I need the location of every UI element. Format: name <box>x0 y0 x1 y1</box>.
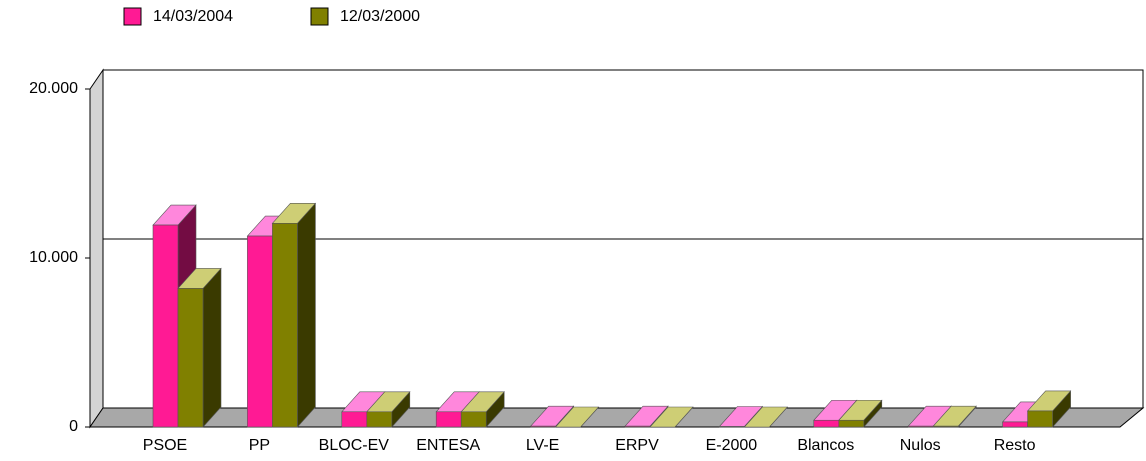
x-tick-label: Nulos <box>900 437 941 454</box>
bar <box>341 411 368 428</box>
bar <box>530 425 556 428</box>
bar <box>1027 410 1053 428</box>
bar <box>907 425 934 428</box>
bar <box>719 426 745 428</box>
legend-swatch <box>123 7 142 26</box>
x-tick-label: E-2000 <box>706 437 758 454</box>
legend-label: 12/03/2000 <box>340 8 420 25</box>
y-tick-label: 20.000 <box>29 80 78 97</box>
left-wall <box>89 68 104 429</box>
bar <box>460 411 487 428</box>
x-tick-label: PP <box>249 437 270 454</box>
bar <box>272 223 298 428</box>
x-tick-label: ENTESA <box>416 437 480 454</box>
x-tick-label: PSOE <box>143 437 187 454</box>
x-tick-label: LV-E <box>526 437 560 454</box>
legend-label: 14/03/2004 <box>153 8 233 25</box>
y-tick-label: 0 <box>69 418 78 435</box>
x-tick-label: ERPV <box>615 437 659 454</box>
bar <box>813 419 840 428</box>
y-tick-label: 10.000 <box>29 249 78 266</box>
bar <box>932 425 959 428</box>
x-tick-label: Resto <box>994 437 1036 454</box>
bar <box>177 288 204 428</box>
bar <box>1002 421 1028 428</box>
legend-swatch <box>310 7 329 26</box>
x-tick-label: Blancos <box>797 437 854 454</box>
bar <box>366 411 393 428</box>
bar <box>435 411 462 428</box>
bar <box>838 419 865 428</box>
bar-top <box>743 406 789 428</box>
bar-side <box>202 267 222 428</box>
bar <box>247 235 273 428</box>
x-tick-label: BLOC-EV <box>319 437 390 454</box>
bar-side <box>297 202 316 428</box>
bar-top <box>554 406 600 428</box>
bar <box>152 224 179 428</box>
bar-top <box>649 406 694 428</box>
bar <box>624 425 651 428</box>
